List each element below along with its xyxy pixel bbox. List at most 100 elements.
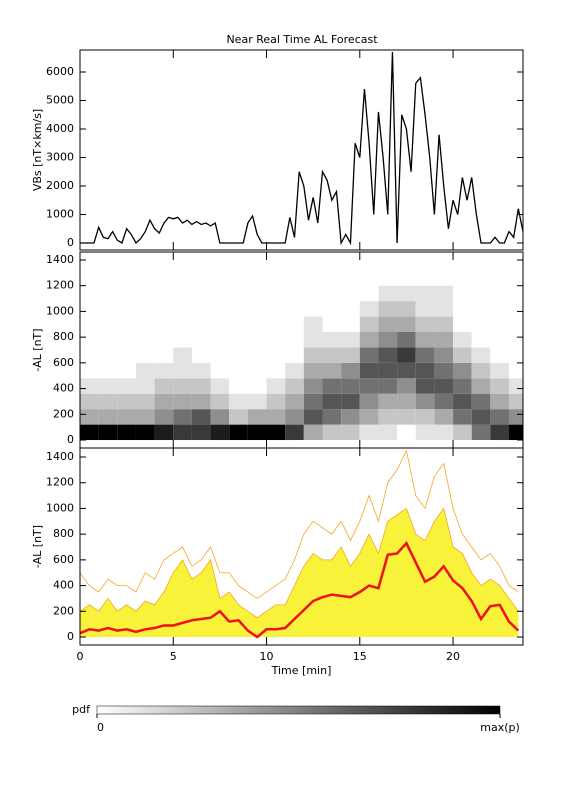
pdf-cell xyxy=(80,301,99,317)
pdf-cell xyxy=(173,424,192,441)
pdf-cell xyxy=(117,393,136,410)
y-tick-label: 400 xyxy=(53,382,74,395)
pdf-cell xyxy=(229,285,248,302)
pdf-cell xyxy=(359,347,379,363)
pdf-cell xyxy=(397,347,416,363)
pdf-cell xyxy=(210,285,230,302)
pdf-cell xyxy=(490,301,510,317)
y-tick-label: 200 xyxy=(53,604,74,617)
pdf-cell xyxy=(154,285,174,302)
pdf-cell xyxy=(266,409,286,425)
y-tick-label: 1200 xyxy=(46,279,74,292)
pdf-cell xyxy=(117,347,136,363)
pdf-cell xyxy=(490,331,510,348)
pdf-cell xyxy=(266,393,286,410)
colorbar-tick-label: 0 xyxy=(97,721,104,734)
pdf-cell xyxy=(415,347,435,363)
pdf-cell xyxy=(509,285,523,302)
area xyxy=(80,508,519,638)
y-axis-label: VBs [nT×km/s] xyxy=(31,109,44,191)
pdf-cell xyxy=(453,285,472,302)
pdf-cell xyxy=(453,301,472,317)
pdf-cell xyxy=(135,285,155,302)
pdf-cell xyxy=(247,378,267,394)
x-tick-label: 10 xyxy=(260,650,274,663)
colorbar-label: pdf xyxy=(72,703,91,716)
y-tick-label: 600 xyxy=(53,553,74,566)
pdf-cell xyxy=(229,378,248,394)
pdf-cell xyxy=(490,424,510,441)
pdf-cell xyxy=(490,347,510,363)
y-axis-label: -AL [nT] xyxy=(31,328,44,371)
pdf-cell xyxy=(341,301,360,317)
pdf-cell xyxy=(434,409,454,425)
pdf-cell xyxy=(397,301,416,317)
pdf-cell xyxy=(378,331,398,348)
pdf-cell xyxy=(266,301,286,317)
pdf-cell xyxy=(453,424,472,441)
pdf-cell xyxy=(229,301,248,317)
pdf-cell xyxy=(509,393,523,410)
pdf-cell xyxy=(378,409,398,425)
pdf-cell xyxy=(322,409,342,425)
pdf-cell xyxy=(341,409,360,425)
pdf-cell xyxy=(210,301,230,317)
pdf-cell xyxy=(98,393,118,410)
pdf-cell xyxy=(210,331,230,348)
y-tick-label: 800 xyxy=(53,330,74,343)
pdf-cell xyxy=(415,424,435,441)
pdf-cell xyxy=(490,393,510,410)
pdf-cell xyxy=(135,301,155,317)
pdf-cell xyxy=(341,424,360,441)
pdf-cell xyxy=(453,362,472,379)
pdf-cell xyxy=(266,362,286,379)
pdf-cell xyxy=(117,424,136,441)
pdf-cell xyxy=(154,301,174,317)
pdf-cell xyxy=(285,362,304,379)
pdf-cell xyxy=(415,301,435,317)
pdf-cell xyxy=(471,362,491,379)
pdf-cell xyxy=(397,285,416,302)
pdf-cell xyxy=(135,378,155,394)
pdf-cell xyxy=(341,331,360,348)
pdf-cell xyxy=(359,424,379,441)
pdf-cell xyxy=(285,378,304,394)
pdf-cell xyxy=(341,316,360,332)
pdf-cell xyxy=(173,409,192,425)
pdf-cell xyxy=(471,301,491,317)
pdf-cell xyxy=(303,393,323,410)
pdf-cell xyxy=(173,331,192,348)
pdf-cell xyxy=(80,409,99,425)
pdf-cell xyxy=(322,331,342,348)
pdf-cell xyxy=(229,409,248,425)
pdf-cell xyxy=(247,362,267,379)
pdf-cell xyxy=(322,316,342,332)
pdf-cell xyxy=(453,409,472,425)
pdf-cell xyxy=(154,378,174,394)
pdf-cell xyxy=(341,285,360,302)
pdf-cell xyxy=(453,378,472,394)
pdf-cell xyxy=(135,409,155,425)
pdf-cell xyxy=(80,331,99,348)
pdf-cell xyxy=(173,285,192,302)
pdf-cell xyxy=(415,316,435,332)
pdf-cell xyxy=(191,378,211,394)
y-tick-label: 1400 xyxy=(46,450,74,463)
pdf-cell xyxy=(471,393,491,410)
pdf-cell xyxy=(117,378,136,394)
pdf-cell xyxy=(415,331,435,348)
pdf-cell xyxy=(471,424,491,441)
pdf-cell xyxy=(210,316,230,332)
pdf-cell xyxy=(378,301,398,317)
plot-area xyxy=(80,285,523,441)
pdf-cell xyxy=(397,362,416,379)
pdf-cell xyxy=(509,347,523,363)
pdf-cell xyxy=(173,301,192,317)
pdf-cell xyxy=(229,331,248,348)
chart-title: Near Real Time AL Forecast xyxy=(226,33,378,46)
pdf-cell xyxy=(80,362,99,379)
pdf-cell xyxy=(117,301,136,317)
pdf-cell xyxy=(98,331,118,348)
pdf-cell xyxy=(285,301,304,317)
line xyxy=(80,507,519,619)
